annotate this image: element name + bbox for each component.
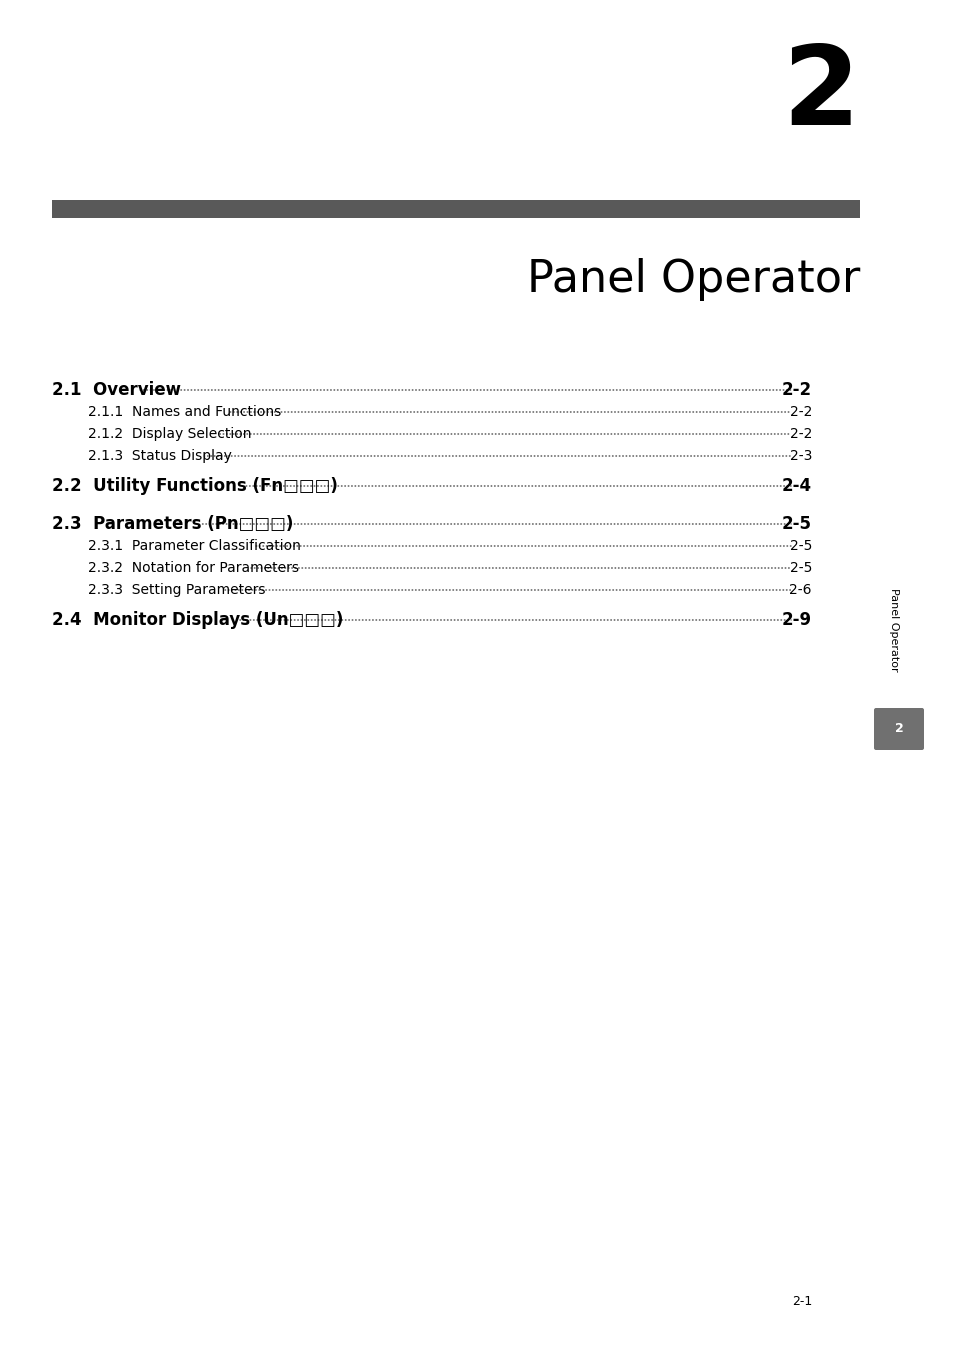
Text: 2.4  Monitor Displays (Un□□□): 2.4 Monitor Displays (Un□□□) (52, 612, 343, 629)
Text: 2: 2 (894, 722, 902, 736)
Text: 2.3.2  Notation for Parameters: 2.3.2 Notation for Parameters (88, 562, 298, 575)
Text: 2-2: 2-2 (789, 405, 811, 418)
Text: Panel Operator: Panel Operator (526, 258, 859, 301)
Text: 2: 2 (781, 40, 859, 148)
Text: 2-5: 2-5 (789, 539, 811, 553)
Text: 2.1  Overview: 2.1 Overview (52, 381, 181, 400)
Text: 2.1.1  Names and Functions: 2.1.1 Names and Functions (88, 405, 281, 418)
Text: 2.1.2  Display Selection: 2.1.2 Display Selection (88, 427, 252, 441)
Text: 2-2: 2-2 (789, 427, 811, 441)
Text: 2-4: 2-4 (781, 477, 811, 495)
Text: 2.2  Utility Functions (Fn□□□): 2.2 Utility Functions (Fn□□□) (52, 477, 337, 495)
Text: 2-5: 2-5 (789, 562, 811, 575)
Text: 2.3.3  Setting Parameters: 2.3.3 Setting Parameters (88, 583, 265, 597)
Text: 2.3  Parameters (Pn□□□): 2.3 Parameters (Pn□□□) (52, 514, 294, 533)
Text: 2-5: 2-5 (781, 514, 811, 533)
Bar (52, 200, 859, 217)
Text: 2.1.3  Status Display: 2.1.3 Status Display (88, 450, 232, 463)
Text: 2-2: 2-2 (781, 381, 811, 400)
Text: 2-1: 2-1 (791, 1295, 811, 1308)
Text: 2.3.1  Parameter Classification: 2.3.1 Parameter Classification (88, 539, 300, 553)
FancyBboxPatch shape (873, 707, 923, 751)
Text: Panel Operator: Panel Operator (888, 589, 898, 672)
Text: 2-9: 2-9 (781, 612, 811, 629)
Text: 2-3: 2-3 (789, 450, 811, 463)
Text: 2-6: 2-6 (789, 583, 811, 597)
